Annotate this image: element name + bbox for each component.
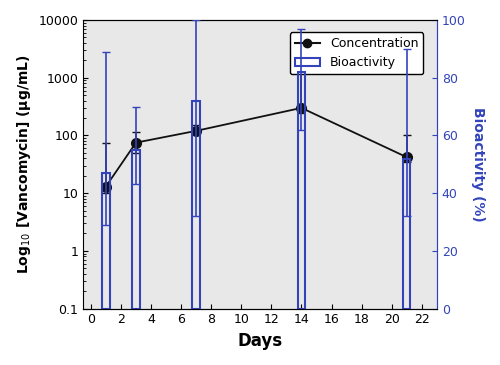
Bar — [298, 72, 305, 308]
Bar — [192, 101, 200, 308]
Legend: Concentration, Bioactivity: Concentration, Bioactivity — [290, 32, 424, 74]
Bar — [102, 173, 110, 308]
X-axis label: Days: Days — [238, 332, 282, 350]
Y-axis label: Bioactivity (%): Bioactivity (%) — [471, 107, 485, 222]
Bar — [132, 150, 140, 308]
Y-axis label: Log$_{10}$ [Vancomycin] (μg/mL): Log$_{10}$ [Vancomycin] (μg/mL) — [15, 54, 33, 274]
Bar — [403, 158, 410, 308]
